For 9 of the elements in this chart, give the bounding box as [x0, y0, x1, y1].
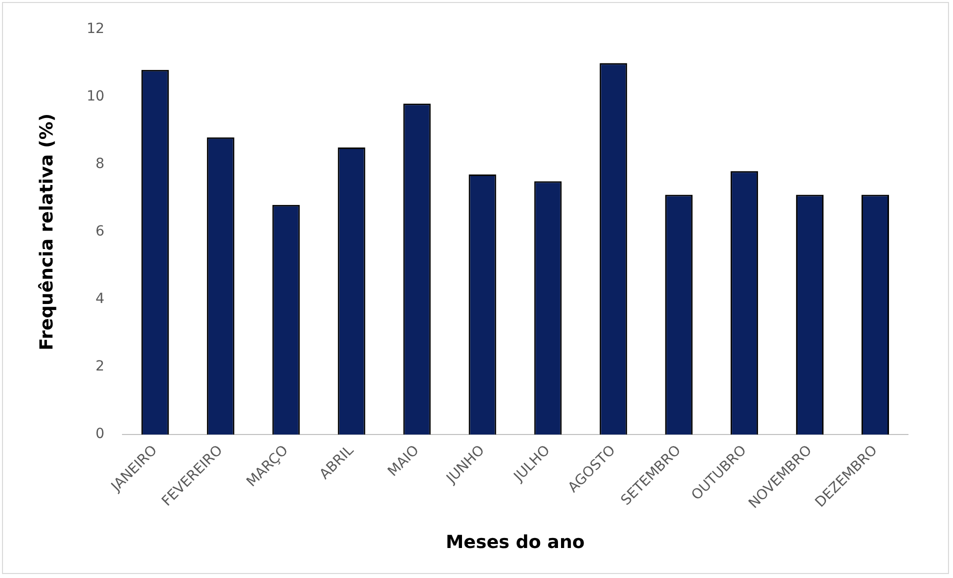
y-tick-label: 6	[95, 224, 104, 240]
y-tick-label: 8	[95, 156, 104, 172]
y-tick-label: 0	[95, 426, 104, 442]
x-axis-title: Meses do ano	[446, 532, 585, 553]
y-tick-label: 12	[86, 21, 104, 38]
y-tick-label: 2	[95, 358, 104, 375]
y-axis-title: Frequência relativa (%)	[36, 113, 58, 350]
y-tick-label: 10	[86, 88, 104, 105]
y-tick-label: 4	[95, 291, 104, 308]
